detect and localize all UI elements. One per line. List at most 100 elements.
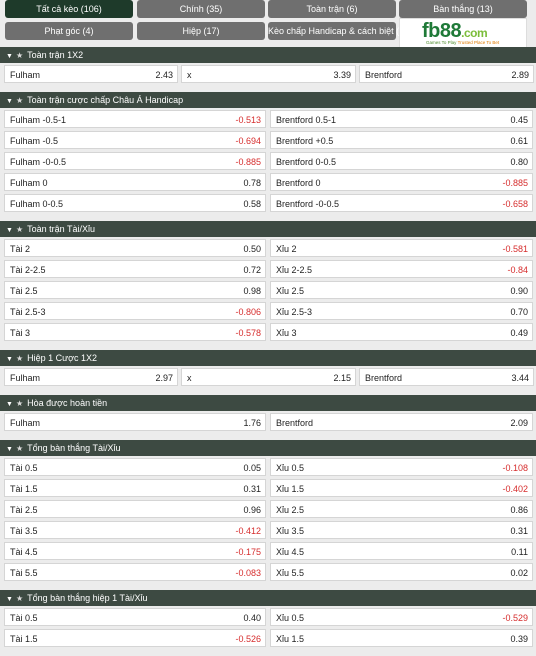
triangle-down-icon[interactable]: ▼ [6,446,13,453]
odds-cell[interactable]: Fulham 0-0.5 0.58 [4,194,266,212]
selection-label: Brentford [276,418,314,428]
section-header[interactable]: ▼ ★ Hòa được hoàn tiền [0,395,536,411]
odds-section: ▼ ★ Toàn trận cược chấp Châu Á Handicap Ful… [0,92,536,213]
triangle-down-icon[interactable]: ▼ [6,227,13,234]
odds-value: -0.578 [235,328,261,338]
odds-cell[interactable]: Xỉu 1.5 -0.402 [270,479,533,497]
star-icon[interactable]: ★ [15,51,24,60]
odds-section: ▼ ★ Toàn trận 1X2 Fulham 2.43 x 3.39 Brentford 2… [0,47,536,84]
odds-cell[interactable]: Fulham 0 0.78 [4,173,266,191]
tab-all[interactable]: Tất cả kèo (106) [5,0,133,18]
triangle-down-icon[interactable]: ▼ [6,98,13,105]
odds-row: Fulham -0.5-1 -0.513 Brentford 0.5-1 0.45 [0,108,536,129]
odds-cell[interactable]: Tài 2.5-3 -0.806 [4,302,266,320]
odds-cell[interactable]: Brentford 2.89 [359,65,534,83]
odds-value: 2.97 [155,373,173,383]
odds-cell[interactable]: Tài 2.5 0.96 [4,500,266,518]
selection-label: Fulham [10,418,41,428]
odds-section: ▼ ★ Tổng bàn thắng hiệp 1 Tài/Xỉu Tài 0.5 0.… [0,590,536,648]
odds-value: -0.412 [235,526,261,536]
odds-cell[interactable]: Xỉu 2.5-3 0.70 [270,302,533,320]
section-header[interactable]: ▼ ★ Tổng bàn thắng Tài/Xỉu [0,440,536,456]
odds-cell[interactable]: Tài 2-2.5 0.72 [4,260,266,278]
selection-label: Tài 0.5 [10,613,38,623]
odds-cell[interactable]: Tài 4.5 -0.175 [4,542,266,560]
odds-value: -0.108 [502,463,528,473]
odds-cell[interactable]: Xỉu 4.5 0.11 [270,542,533,560]
odds-cell[interactable]: Xỉu 2 -0.581 [270,239,533,257]
star-icon[interactable]: ★ [15,444,24,453]
odds-value: -0.581 [502,244,528,254]
odds-cell[interactable]: Brentford 3.44 [359,368,534,386]
odds-cell[interactable]: Xỉu 0.5 -0.529 [270,608,533,626]
star-icon[interactable]: ★ [15,399,24,408]
section-header[interactable]: ▼ ★ Toàn trận cược chấp Châu Á Handicap [0,92,536,108]
section-header[interactable]: ▼ ★ Toàn trận Tài/Xỉu [0,221,536,237]
triangle-down-icon[interactable]: ▼ [6,356,13,363]
selection-label: Xỉu 1.5 [276,634,305,644]
section-header[interactable]: ▼ ★ Toàn trận 1X2 [0,47,536,63]
odds-cell[interactable]: x 3.39 [181,65,356,83]
odds-cell[interactable]: Fulham 1.76 [4,413,266,431]
odds-cell[interactable]: Brentford 0-0.5 0.80 [270,152,533,170]
logo-text: fb88.com [422,20,488,42]
section-header[interactable]: ▼ ★ Tổng bàn thắng hiệp 1 Tài/Xỉu [0,590,536,606]
odds-cell[interactable]: Tài 0.5 0.40 [4,608,266,626]
tab-goals[interactable]: Bàn thắng (13) [399,0,527,18]
selection-label: Xỉu 1.5 [276,484,305,494]
selection-label: Brentford [365,70,403,80]
odds-row: Tài 0.5 0.05 Xỉu 0.5 -0.108 [0,456,536,477]
odds-cell[interactable]: Tài 5.5 -0.083 [4,563,266,581]
odds-cell[interactable]: Brentford 0 -0.885 [270,173,533,191]
star-icon[interactable]: ★ [15,354,24,363]
odds-value: 2.09 [510,418,528,428]
odds-value: 0.11 [511,547,528,557]
odds-cell[interactable]: Tài 0.5 0.05 [4,458,266,476]
odds-cell[interactable]: Brentford +0.5 0.61 [270,131,533,149]
odds-cell[interactable]: Tài 3 -0.578 [4,323,266,341]
tab-half[interactable]: Hiệp (17) [137,22,265,40]
odds-cell[interactable]: Xỉu 5.5 0.02 [270,563,533,581]
odds-cell[interactable]: Xỉu 2-2.5 -0.84 [270,260,533,278]
odds-cell[interactable]: Fulham 2.43 [4,65,178,83]
odds-cell[interactable]: Xỉu 3.5 0.31 [270,521,533,539]
odds-cell[interactable]: Brentford 2.09 [270,413,533,431]
odds-cell[interactable]: Tài 1.5 0.31 [4,479,266,497]
tab-fulltime[interactable]: Toàn trận (6) [268,0,396,18]
odds-cell[interactable]: Tài 2 0.50 [4,239,266,257]
star-icon[interactable]: ★ [15,594,24,603]
selection-label: Brentford 0 [276,178,321,188]
odds-cell[interactable]: Xỉu 0.5 -0.108 [270,458,533,476]
section-header[interactable]: ▼ ★ Hiệp 1 Cược 1X2 [0,350,536,366]
triangle-down-icon[interactable]: ▼ [6,401,13,408]
odds-cell[interactable]: Brentford -0-0.5 -0.658 [270,194,533,212]
odds-cell[interactable]: Tài 3.5 -0.412 [4,521,266,539]
odds-cell[interactable]: x 2.15 [181,368,356,386]
odds-section: ▼ ★ Toàn trận Tài/Xỉu Tài 2 0.50 Xỉu 2 -0.581 T… [0,221,536,342]
odds-cell[interactable]: Fulham -0.5 -0.694 [4,131,266,149]
odds-cell[interactable]: Tài 2.5 0.98 [4,281,266,299]
triangle-down-icon[interactable]: ▼ [6,53,13,60]
odds-cell[interactable]: Xỉu 2.5 0.90 [270,281,533,299]
tab-handicap[interactable]: Kèo chấp Handicap & cách biệt (5) [268,22,407,40]
selection-label: Tài 1.5 [10,484,38,494]
odds-cell[interactable]: Fulham -0-0.5 -0.885 [4,152,266,170]
odds-row: Fulham 0 0.78 Brentford 0 -0.885 [0,171,536,192]
odds-cell[interactable]: Xỉu 1.5 0.39 [270,629,533,647]
odds-cell[interactable]: Xỉu 2.5 0.86 [270,500,533,518]
odds-cell[interactable]: Tài 1.5 -0.526 [4,629,266,647]
selection-label: Xỉu 3.5 [276,526,305,536]
tab-corners[interactable]: Phạt góc (4) [5,22,133,40]
odds-cell[interactable]: Fulham 2.97 [4,368,178,386]
tab-main[interactable]: Chính (35) [137,0,265,18]
triangle-down-icon[interactable]: ▼ [6,596,13,603]
odds-value: 2.15 [333,373,351,383]
star-icon[interactable]: ★ [15,96,24,105]
selection-label: Xỉu 5.5 [276,568,305,578]
odds-cell[interactable]: Brentford 0.5-1 0.45 [270,110,533,128]
odds-cell[interactable]: Fulham -0.5-1 -0.513 [4,110,266,128]
odds-value: -0.806 [235,307,261,317]
star-icon[interactable]: ★ [15,225,24,234]
odds-cell[interactable]: Xỉu 3 0.49 [270,323,533,341]
fb88-logo[interactable]: fb88.com Games To Play Trusted Place To … [399,18,527,48]
